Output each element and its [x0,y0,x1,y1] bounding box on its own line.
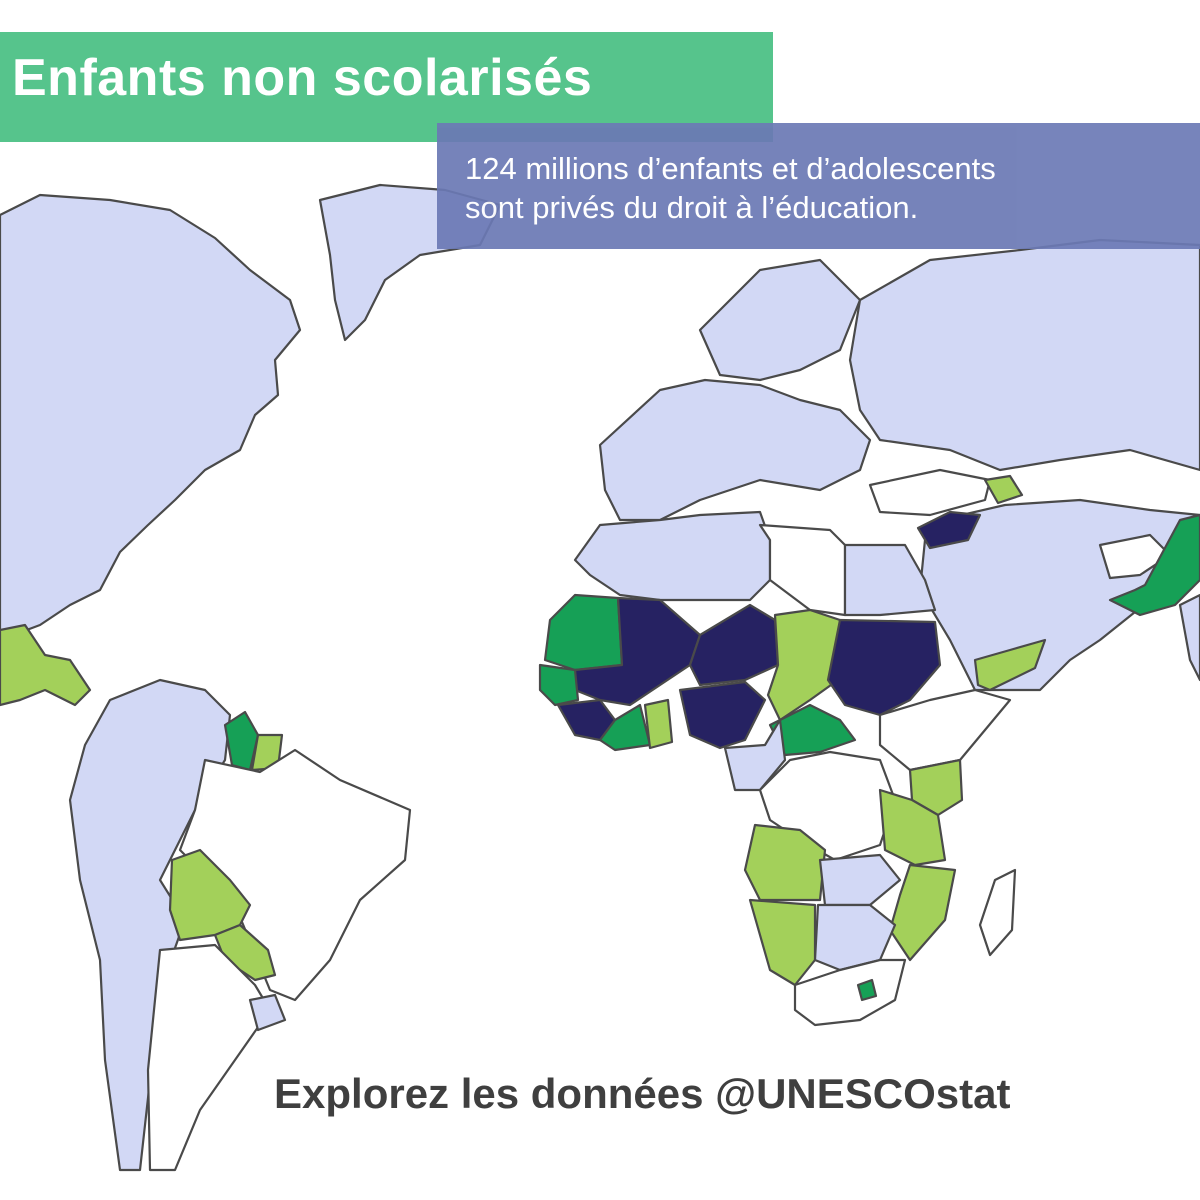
region-syria [916,510,982,550]
subtitle-box: 124 millions d’enfants et d’adolescents … [437,123,1200,249]
region-russia [848,238,1200,472]
region-zambia [818,853,902,907]
region-uruguay [248,993,287,1032]
region-yemen [973,638,1047,692]
region-senegal [538,663,580,707]
subtitle-line-2: sont privés du droit à l’éducation. [465,190,919,226]
region-armenia [983,474,1024,505]
region-europe [598,378,872,522]
region-lesotho [856,978,878,1002]
subtitle-line-1: 124 millions d’enfants et d’adolescents [465,151,996,186]
region-tanzania [878,788,947,867]
region-south-africa [793,958,907,1027]
region-egypt [843,543,937,617]
region-kenya [908,758,964,817]
region-niger [688,603,780,687]
region-mozambique [888,863,957,962]
region-angola [743,823,827,902]
region-north-africa-west [573,510,772,602]
region-cote-divoire [598,703,652,752]
region-argentina [146,943,272,1172]
region-libya [758,523,847,617]
region-madagascar [978,868,1017,957]
region-mauritania [543,593,624,672]
region-mali [573,596,702,707]
region-north-america [0,193,302,642]
region-chad [766,608,842,722]
region-scandinavia [698,258,862,382]
region-ghana [643,698,674,750]
footer-cta[interactable]: Explorez les données @UNESCOstat [274,1070,1011,1117]
region-ethiopia [878,688,1012,772]
region-central-america [0,623,92,707]
region-sudan [826,618,942,717]
region-cameroon [723,718,787,792]
region-namibia [748,898,817,987]
region-nigeria [678,680,767,750]
region-india [1178,593,1200,682]
region-turkey [868,468,992,517]
region-pakistan [1108,513,1200,617]
